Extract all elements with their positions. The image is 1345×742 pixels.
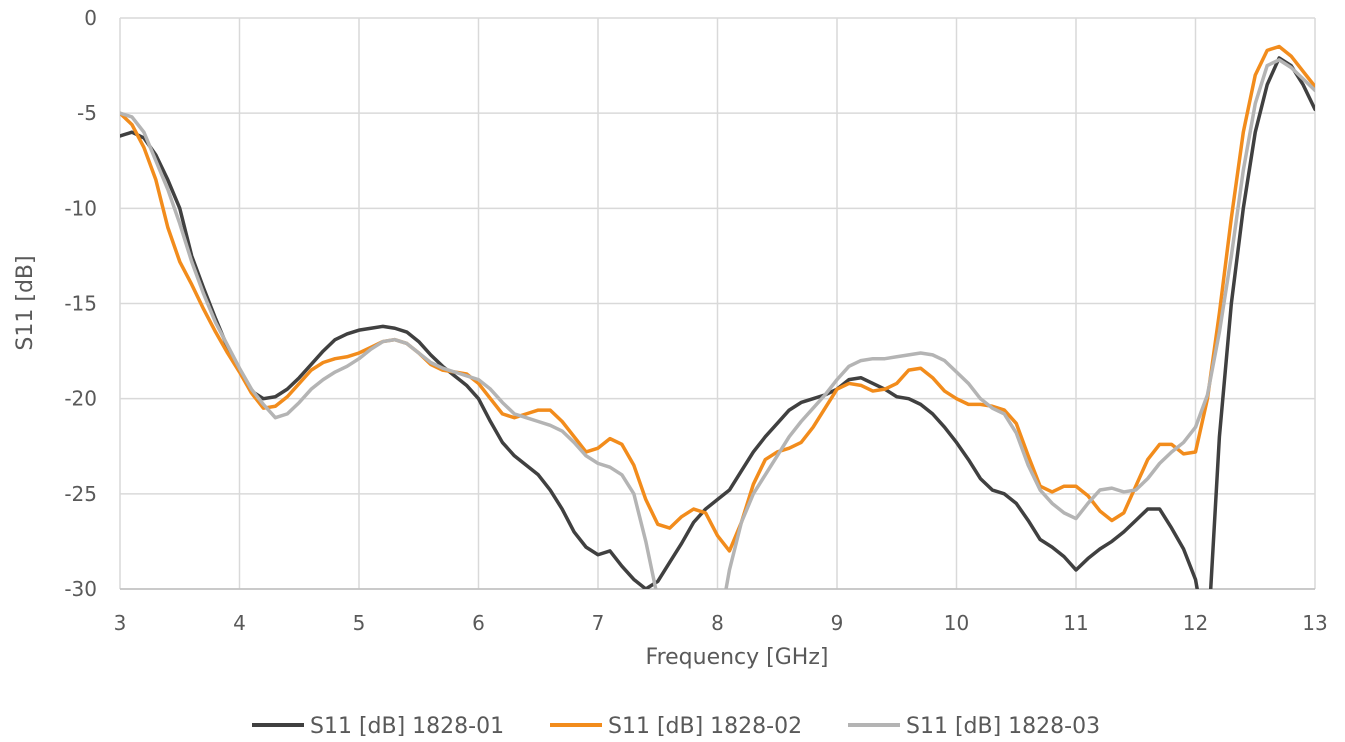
series-layer — [120, 44, 1315, 589]
x-tick-label-9: 12 — [1183, 611, 1208, 635]
x-tick-label-3: 6 — [472, 611, 485, 635]
x-tick-label-8: 11 — [1063, 611, 1088, 635]
legend-label-2: S11 [dB] 1828-02 — [608, 714, 802, 739]
x-tick-label-7: 10 — [944, 611, 969, 635]
x-axis-label: Frequency [GHz] — [646, 645, 829, 670]
series-line-1 — [120, 56, 1315, 589]
y-tick-label-3: -15 — [64, 292, 97, 316]
x-tick-label-0: 3 — [114, 611, 127, 635]
series-line-3 — [120, 58, 1315, 589]
x-tick-label-6: 9 — [831, 611, 844, 635]
grid-lines — [119, 17, 1316, 590]
legend-label-3: S11 [dB] 1828-03 — [906, 714, 1100, 739]
y-tick-label-5: -25 — [64, 482, 97, 506]
y-tick-label-0: 0 — [84, 6, 97, 30]
x-tick-label-2: 5 — [353, 611, 366, 635]
x-tick-label-1: 4 — [233, 611, 246, 635]
y-tick-labels: 0 -5 -10 -15 -20 -25 -30 — [64, 6, 97, 601]
legend-label-1: S11 [dB] 1828-01 — [310, 714, 504, 739]
y-tick-label-4: -20 — [64, 387, 97, 411]
series-line-2 — [120, 44, 1315, 553]
x-tick-labels: 3 4 5 6 7 8 9 10 11 12 13 — [114, 611, 1328, 635]
y-tick-label-2: -10 — [64, 196, 97, 220]
y-axis-label: S11 [dB] — [13, 255, 38, 350]
x-tick-label-5: 8 — [711, 611, 724, 635]
legend: S11 [dB] 1828-01 S11 [dB] 1828-02 S11 [dB]… — [252, 714, 1100, 739]
x-tick-label-10: 13 — [1302, 611, 1327, 635]
x-tick-label-4: 7 — [592, 611, 605, 635]
y-tick-label-1: -5 — [77, 101, 97, 125]
y-tick-label-6: -30 — [64, 577, 97, 601]
